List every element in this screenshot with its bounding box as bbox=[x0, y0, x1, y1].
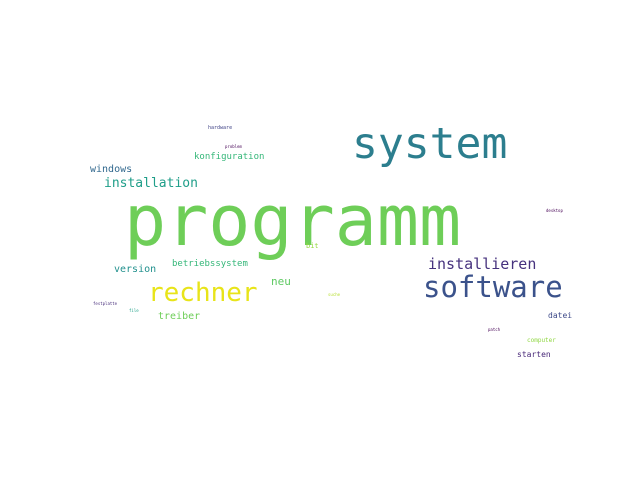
word-installation: installation bbox=[104, 176, 198, 191]
word-file: file bbox=[129, 308, 139, 313]
word-bit: bit bbox=[306, 242, 319, 250]
word-datei: datei bbox=[548, 311, 573, 320]
word-problem: problem bbox=[225, 144, 242, 149]
word-desktop: desktop bbox=[546, 208, 563, 213]
word-programm: programm bbox=[124, 180, 462, 262]
word-konfiguration: konfiguration bbox=[194, 152, 265, 162]
word-suche: suche bbox=[328, 292, 341, 297]
word-software: software bbox=[423, 270, 563, 304]
word-computer: computer bbox=[527, 337, 556, 344]
word-hardware: hardware bbox=[208, 125, 233, 131]
word-rechner: rechner bbox=[148, 278, 258, 308]
word-starten: starten bbox=[517, 350, 551, 359]
word-betriebssystem: betriebssystem bbox=[172, 259, 248, 269]
word-festplatte: festplatte bbox=[93, 301, 118, 306]
word-treiber: treiber bbox=[158, 311, 201, 322]
word-version: version bbox=[114, 264, 157, 275]
word-windows: windows bbox=[90, 164, 133, 175]
word-system: system bbox=[352, 119, 508, 169]
word-neu: neu bbox=[271, 275, 291, 288]
word-patch: patch bbox=[488, 327, 501, 332]
word-installieren: installieren bbox=[428, 255, 537, 273]
